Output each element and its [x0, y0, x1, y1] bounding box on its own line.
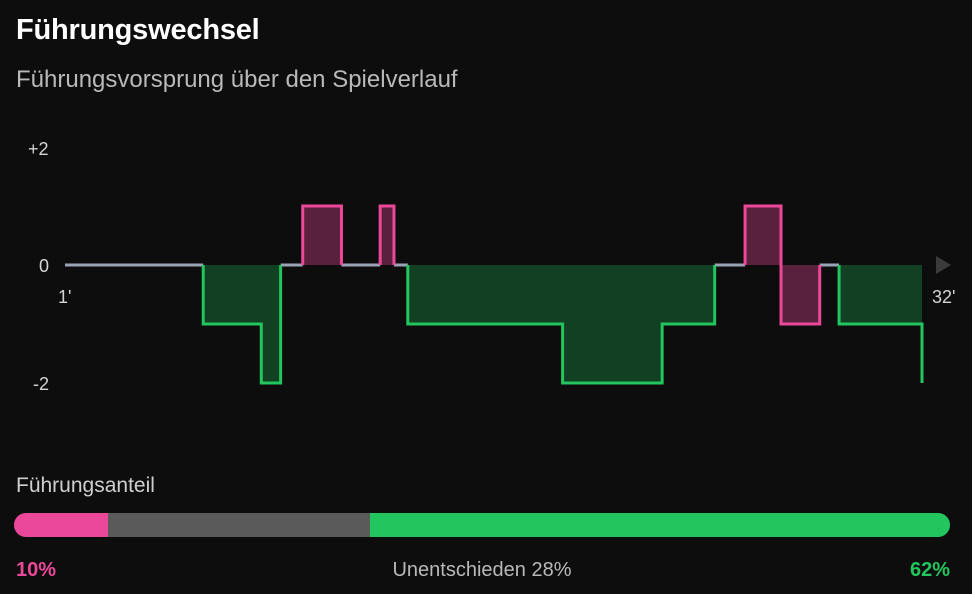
share-bar: [14, 513, 950, 537]
share-bar-draw: [107, 513, 370, 537]
lead-chart: +2 0 -2 1' 32': [28, 139, 955, 394]
share-label: Führungsanteil: [16, 474, 155, 497]
chart-subtitle: Führungsvorsprung über den Spielverlauf: [16, 66, 458, 93]
home-lead-area: [380, 206, 394, 265]
home-lead-line: [743, 204, 822, 326]
away-lead-line: [837, 265, 924, 383]
home-lead-line: [301, 204, 343, 265]
home-lead-line: [378, 204, 396, 265]
x-axis-arrow-icon: [936, 256, 951, 274]
y-tick-label: +2: [28, 139, 49, 159]
y-tick-label: -2: [33, 374, 49, 394]
y-tick-label: 0: [39, 256, 49, 276]
away-lead-line: [201, 265, 283, 385]
share-bar-away: [369, 513, 950, 537]
x-tick-label: 1': [58, 287, 71, 307]
share-draw-text: Unentschieden 28%: [392, 559, 572, 581]
share-bar-home: [14, 513, 108, 537]
x-tick-label: 32': [932, 287, 955, 307]
chart-title: Führungswechsel: [16, 14, 260, 46]
share-away-text: 62%: [909, 559, 950, 581]
share-home-text: 10%: [16, 559, 57, 581]
away-lead-line: [406, 265, 717, 385]
home-lead-area: [302, 206, 342, 265]
